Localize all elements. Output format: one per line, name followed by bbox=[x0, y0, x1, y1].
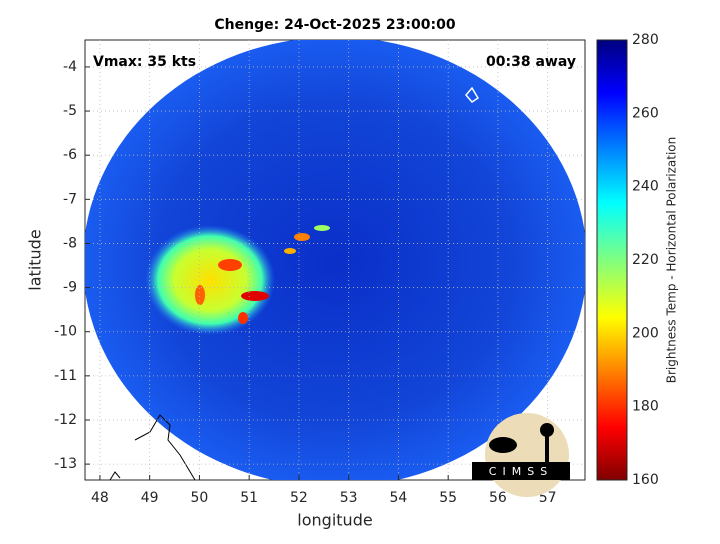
x-tick-label: 50 bbox=[191, 490, 209, 506]
y-tick-label: -7 bbox=[63, 191, 77, 207]
y-axis-label: latitude bbox=[26, 229, 45, 290]
x-tick-label: 49 bbox=[141, 490, 159, 506]
x-tick-label: 54 bbox=[390, 490, 408, 506]
x-tick-label: 53 bbox=[340, 490, 358, 506]
y-tick-label: -6 bbox=[63, 147, 77, 163]
satellite-image bbox=[85, 40, 585, 480]
colorbar-tick-label: 280 bbox=[632, 32, 659, 48]
y-tick-label: -12 bbox=[54, 412, 77, 428]
colorbar-tick-label: 180 bbox=[632, 399, 659, 415]
x-tick-label: 57 bbox=[539, 490, 557, 506]
x-tick-label: 52 bbox=[290, 490, 308, 506]
annotation: 00:38 away bbox=[486, 54, 576, 70]
chart-title: Chenge: 24-Oct-2025 23:00:00 bbox=[214, 17, 455, 33]
colorbar-tick-label: 220 bbox=[632, 252, 659, 268]
colorbar-tick-label: 160 bbox=[632, 472, 659, 488]
colorbar bbox=[596, 39, 628, 481]
logo-text: CIMSS bbox=[489, 465, 553, 478]
y-tick-label: -11 bbox=[54, 368, 77, 384]
colorbar-tick-label: 260 bbox=[632, 105, 659, 121]
y-tick-label: -8 bbox=[63, 235, 77, 251]
x-tick-label: 51 bbox=[240, 490, 258, 506]
colorbar-tick-label: 240 bbox=[632, 179, 659, 195]
y-tick-label: -5 bbox=[63, 103, 77, 119]
logo: CIMSS bbox=[472, 413, 570, 497]
axes: 48 49 50 51 52 53 54 55 56 57 -13 -12 -11 -10 -9 -8 -7 -6… bbox=[54, 32, 659, 506]
y-tick-label: -10 bbox=[54, 324, 77, 340]
y-tick-label: -4 bbox=[63, 59, 77, 75]
x-tick-label: 55 bbox=[439, 490, 457, 506]
x-axis-label: longitude bbox=[297, 511, 372, 530]
x-tick-label: 56 bbox=[489, 490, 507, 506]
colorbar-label: Brightness Temp - Horizontal Polarizatio… bbox=[665, 137, 679, 384]
colorbar-tick-label: 200 bbox=[632, 325, 659, 341]
annotation: Vmax: 35 kts bbox=[93, 54, 196, 70]
x-tick-label: 48 bbox=[91, 490, 109, 506]
y-tick-label: -9 bbox=[63, 280, 77, 296]
y-tick-label: -13 bbox=[54, 456, 77, 472]
